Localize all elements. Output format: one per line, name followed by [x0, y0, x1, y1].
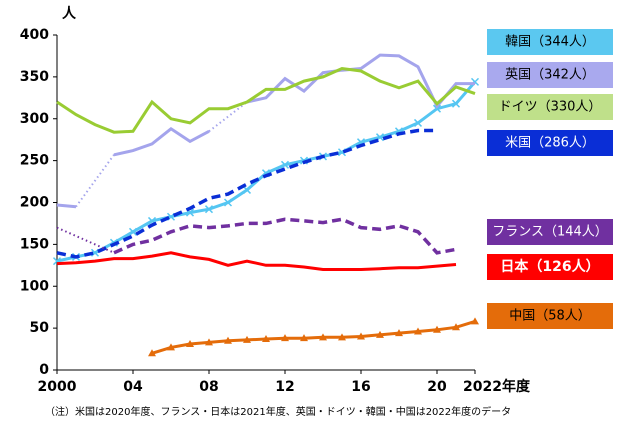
marker — [451, 99, 461, 108]
series-line — [246, 53, 475, 109]
legend-label: 日本（126人） — [500, 258, 599, 275]
marker — [204, 205, 214, 214]
marker — [338, 333, 346, 341]
y-tick-label: 100 — [20, 278, 49, 294]
x-tick-label: 04 — [123, 379, 143, 395]
marker — [433, 325, 441, 333]
legend-label: 中国（58人） — [509, 309, 591, 324]
marker — [376, 330, 384, 338]
marker — [432, 104, 442, 113]
series-line — [56, 80, 477, 263]
marker — [167, 343, 175, 351]
legend-box — [487, 219, 613, 245]
marker — [471, 317, 479, 325]
y-tick-label: 400 — [20, 27, 49, 43]
x-tick-label: 2000 — [38, 379, 77, 395]
y-tick-label: 150 — [20, 236, 49, 252]
y-tick-label: 200 — [20, 195, 49, 211]
marker — [243, 335, 251, 343]
x-tick-label: 12 — [275, 379, 294, 395]
series-line — [56, 251, 457, 271]
x-tick-label: 08 — [199, 379, 218, 395]
series-line — [56, 128, 437, 259]
legend-box — [487, 254, 613, 280]
marker — [319, 333, 327, 341]
y-tick-label: 300 — [20, 111, 49, 127]
marker — [262, 335, 270, 343]
gap-bridge — [208, 101, 248, 133]
y-tick-label: 0 — [39, 362, 49, 378]
legend-label: ドイツ（330人） — [499, 100, 602, 115]
marker — [413, 118, 423, 127]
legend-label: 韓国（344人） — [505, 35, 595, 50]
marker — [223, 198, 233, 207]
marker — [224, 336, 232, 344]
y-tick-label: 350 — [20, 69, 49, 85]
marker — [148, 349, 156, 357]
marker — [414, 327, 422, 335]
marker — [128, 227, 138, 236]
series-line — [113, 126, 210, 157]
gap-bridge — [56, 226, 115, 254]
y-unit: 人 — [62, 5, 77, 22]
marker — [300, 334, 308, 342]
legend-box — [487, 29, 613, 55]
marker — [205, 338, 213, 346]
marker — [242, 185, 252, 194]
series-line — [151, 319, 476, 355]
note: （注）米国は2020年度、フランス・日本は2021年度、英国・ドイツ・韓国・中国… — [45, 405, 511, 418]
marker — [452, 323, 460, 331]
series-line — [113, 217, 457, 255]
y-tick-label: 50 — [30, 320, 50, 336]
x-tick-label: 16 — [351, 379, 370, 395]
legend-box — [487, 94, 613, 120]
x-tick-label: 20 — [427, 379, 447, 395]
legend-box — [487, 130, 613, 156]
marker — [281, 334, 289, 342]
series-line — [56, 203, 77, 209]
marker — [280, 160, 290, 169]
legend-label: 英国（342人） — [505, 68, 595, 83]
legend-box — [487, 303, 613, 329]
marker — [186, 340, 194, 348]
legend-label: 米国（286人） — [505, 136, 595, 151]
legend-label: フランス（144人） — [492, 225, 608, 240]
x-tick-label: 2022年度 — [463, 378, 531, 395]
gap-bridge — [75, 154, 115, 208]
marker — [395, 329, 403, 337]
y-tick-label: 250 — [20, 153, 49, 169]
legend-box — [487, 62, 613, 88]
marker — [357, 332, 365, 340]
series-line — [56, 66, 476, 134]
